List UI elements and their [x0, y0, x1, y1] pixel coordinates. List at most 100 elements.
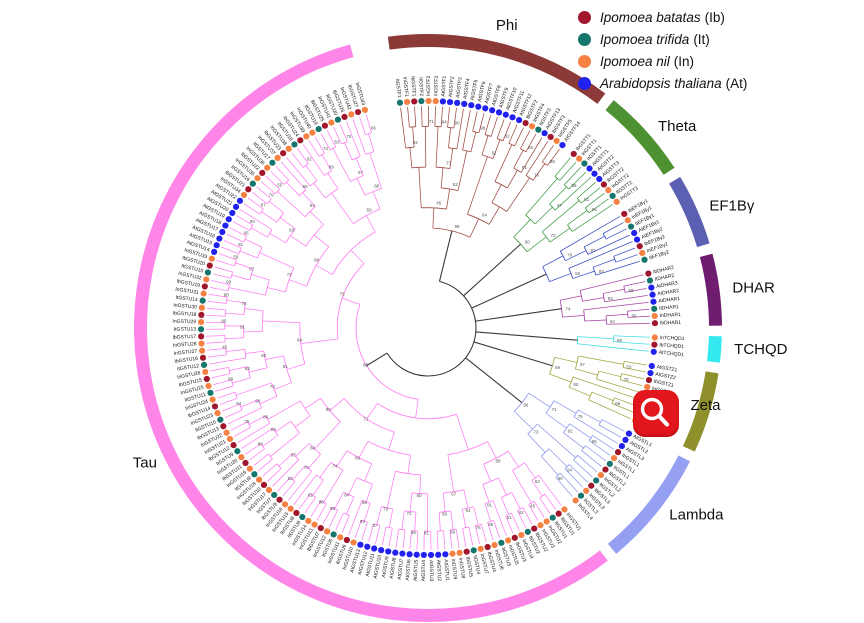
species-dot [649, 291, 656, 298]
species-dot [223, 429, 230, 436]
branch [320, 133, 331, 151]
bootstrap-value: 66 [615, 401, 621, 406]
species-dot [242, 459, 249, 467]
branch [596, 378, 641, 393]
branch [447, 454, 455, 492]
species-dot [198, 304, 206, 311]
bootstrap-value: 73 [446, 161, 452, 166]
species-dot [624, 217, 631, 224]
species-dot [524, 528, 531, 535]
leaf-label: IbGSTZ1 [653, 379, 674, 390]
branch [245, 238, 263, 248]
branch [567, 210, 588, 226]
branch [282, 481, 296, 497]
branch [606, 322, 650, 325]
bootstrap-value: 71 [363, 417, 369, 422]
branch [365, 114, 372, 133]
branch [225, 337, 244, 340]
branch [278, 453, 293, 467]
species-dot [254, 175, 261, 182]
branch [308, 453, 321, 469]
clade-label-phi: Phi [496, 17, 518, 34]
species-dot [639, 249, 646, 257]
branch [506, 177, 530, 212]
bootstrap-value: 71 [552, 407, 558, 412]
branch [414, 106, 417, 127]
clade-label-dhar: DHAR [732, 279, 775, 296]
bootstrap-value: 93 [289, 227, 295, 232]
bootstrap-value: 66 [310, 446, 316, 451]
species-dot [222, 222, 229, 229]
branch [470, 131, 477, 152]
species-dot [518, 531, 525, 539]
leaf-label: AtGSTU5 [413, 559, 420, 581]
species-dot [600, 181, 607, 188]
branch [493, 520, 501, 539]
species-dot [411, 98, 418, 105]
bootstrap-value: 76 [241, 301, 247, 306]
branch [313, 234, 329, 248]
species-dot [406, 551, 413, 558]
branch [541, 144, 555, 163]
branch [554, 176, 592, 211]
species-dot [199, 354, 207, 361]
branch [265, 355, 284, 360]
bootstrap-value: 67 [557, 203, 563, 208]
branch [525, 133, 537, 152]
branch [585, 445, 607, 462]
zoom-button[interactable] [633, 390, 679, 437]
species-dot [570, 150, 577, 158]
branch [226, 233, 244, 243]
branch [368, 523, 374, 543]
branch [584, 235, 605, 248]
species-dot [454, 99, 461, 106]
clade-arc-zeta [682, 371, 719, 452]
branch [598, 370, 622, 378]
branch [402, 529, 406, 549]
legend-species-name: Ipomoea nil [600, 53, 670, 69]
branch [432, 207, 435, 229]
branch [450, 511, 454, 530]
branch [604, 294, 648, 303]
species-dot [311, 521, 318, 528]
branch [388, 509, 394, 528]
branch [554, 356, 578, 363]
branch [614, 397, 637, 407]
branch [234, 427, 251, 437]
legend-species-name: Arabidopsis thaliana [600, 75, 722, 91]
branch [613, 335, 650, 338]
branch [419, 474, 422, 494]
leaf-label: InGSTU9 [450, 558, 458, 580]
branch [449, 148, 454, 169]
bootstrap-value: 66 [371, 125, 377, 130]
branch [245, 350, 264, 355]
bootstrap-value: 63 [245, 366, 251, 371]
leaf-label: AtGSTU4 [421, 560, 427, 582]
branch [326, 130, 337, 148]
branch [267, 400, 301, 420]
species-dot [281, 501, 289, 508]
leaf-label: ItGSTU14 [175, 295, 198, 304]
species-dot [442, 551, 449, 558]
branch [400, 107, 406, 149]
branch [592, 435, 615, 450]
leaf-label: AtGSTU1 [442, 559, 450, 581]
branch [456, 108, 464, 150]
species-dot [392, 549, 399, 556]
branch [359, 116, 366, 135]
clade-label-tau: Tau [133, 454, 157, 471]
bootstrap-value: 82 [519, 510, 525, 515]
branch [424, 126, 427, 168]
bootstrap-value: 79 [383, 507, 389, 512]
branch [331, 192, 354, 224]
branch [525, 140, 549, 176]
species-dot [271, 491, 278, 499]
branch [286, 181, 300, 196]
branch [241, 427, 274, 449]
species-dot [650, 298, 657, 305]
backbone-branch [473, 341, 553, 367]
branch [207, 300, 227, 304]
species-dot [293, 509, 300, 517]
branch [207, 354, 227, 358]
species-dot [553, 137, 560, 145]
